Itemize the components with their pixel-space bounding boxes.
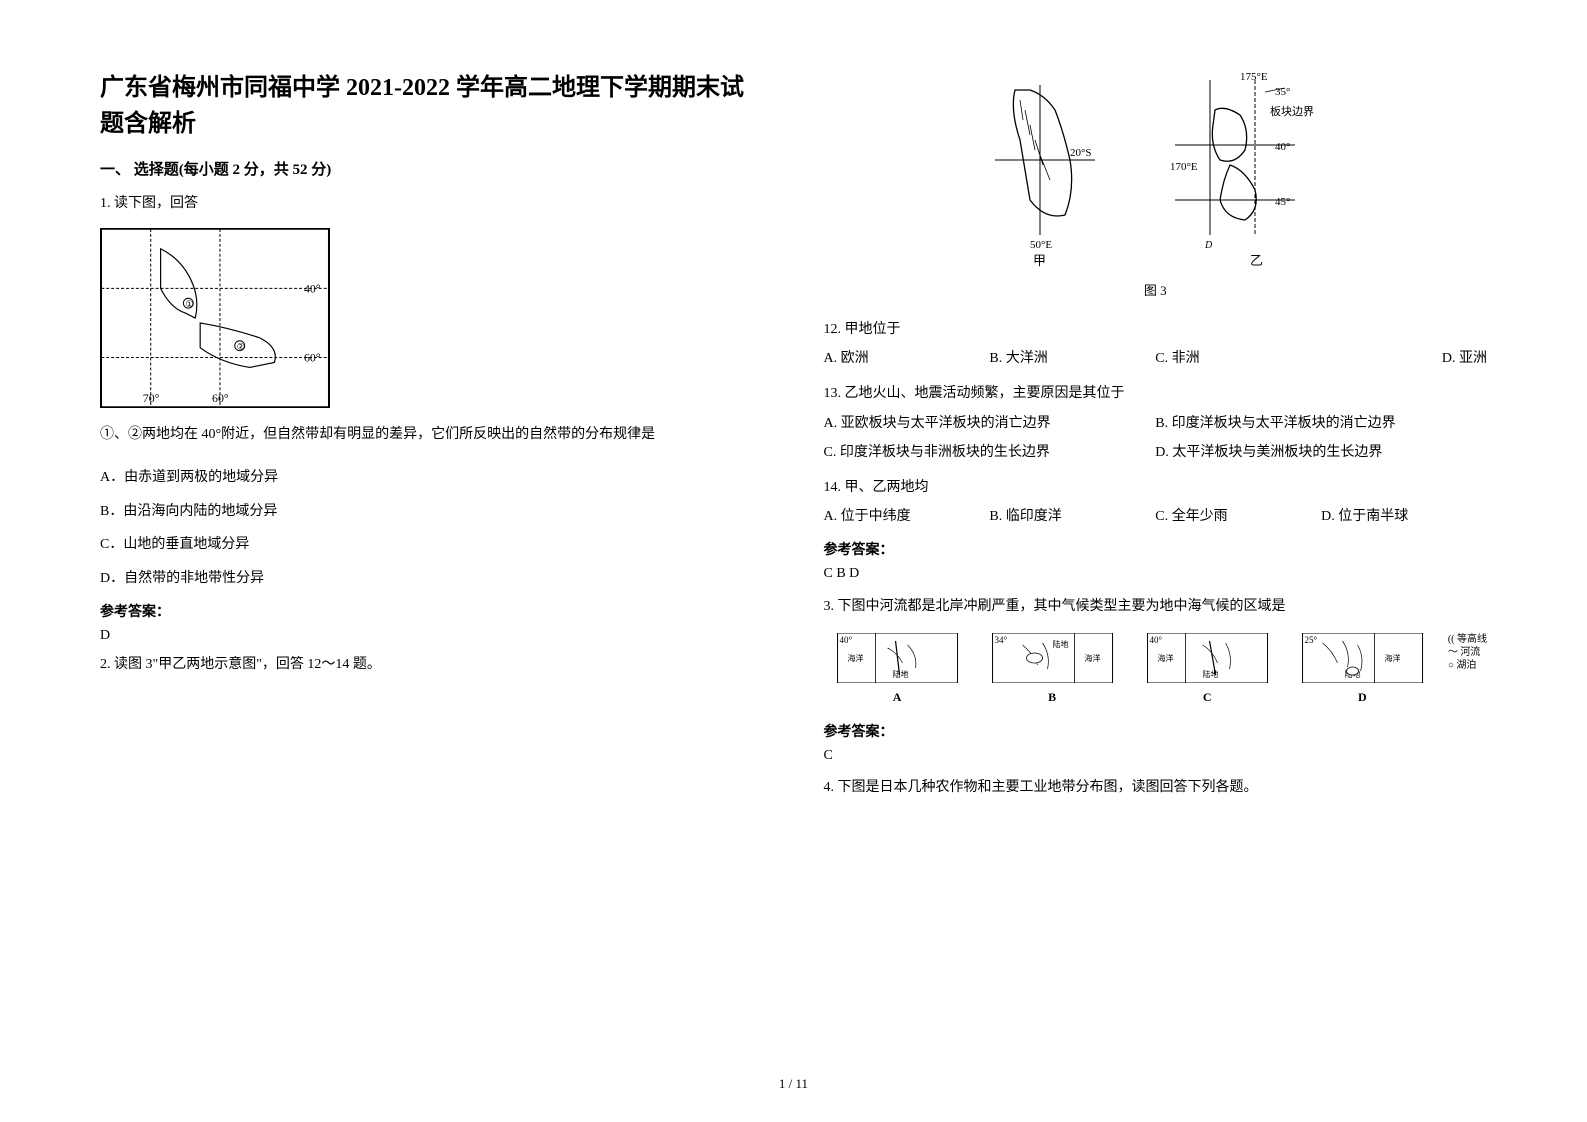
q12-options: A. 欧洲 B. 大洋洲 C. 非洲 D. 亚洲 — [824, 346, 1488, 371]
left-column: 广东省梅州市同福中学 2021-2022 学年高二地理下学期期末试题含解析 一、… — [100, 70, 764, 1042]
q2-answer: C B D — [824, 563, 1488, 585]
q3-fig-c-label: C — [1134, 690, 1281, 705]
section-1-heading: 一、 选择题(每小题 2 分，共 52 分) — [100, 158, 764, 179]
q14-option-c: C. 全年少雨 — [1155, 504, 1321, 529]
q1-option-a: A．由赤道到两极的地域分异 — [100, 461, 764, 495]
svg-text:D: D — [1204, 240, 1213, 251]
svg-text:25°: 25° — [1304, 635, 1317, 645]
svg-text:陆地: 陆地 — [892, 669, 908, 679]
q3-fig-b-label: B — [979, 690, 1126, 705]
svg-text:海洋: 海洋 — [847, 653, 863, 663]
svg-text:34°: 34° — [994, 635, 1007, 645]
q3-stem: 3. 下图中河流都是北岸冲刷严重，其中气候类型主要为地中海气候的区域是 — [824, 594, 1488, 619]
svg-text:40°: 40° — [839, 635, 852, 645]
q12-option-b: B. 大洋洲 — [989, 346, 1155, 371]
q3-fig-b: 34° 陆地 海洋 B — [979, 633, 1126, 705]
q13-option-d: D. 太平洋板块与美洲板块的生长边界 — [1155, 440, 1487, 465]
right-column: 20°S 50°E 甲 175°E 35° 板块边界 40° 170°E 45°… — [824, 70, 1488, 1042]
q2-lat45: 45° — [1275, 196, 1290, 208]
q14-option-b: B. 临印度洋 — [989, 504, 1155, 529]
q13-option-c: C. 印度洋板块与非洲板块的生长边界 — [824, 440, 1156, 465]
q12-option-a: A. 欧洲 — [824, 346, 990, 371]
q1-answer: D — [100, 625, 764, 647]
svg-text:陆地: 陆地 — [1202, 669, 1218, 679]
exam-title: 广东省梅州市同福中学 2021-2022 学年高二地理下学期期末试题含解析 — [100, 70, 764, 142]
svg-text:海洋: 海洋 — [1084, 653, 1100, 663]
q2-lon50e: 50°E — [1030, 239, 1052, 251]
page-number: 1 / 11 — [779, 1076, 808, 1092]
q2-stem: 2. 读图 3"甲乙两地示意图"，回答 12～14 题。 — [100, 652, 764, 677]
q1-figure: ① ② 40° 60° 70° 60° — [100, 228, 764, 408]
q2-figure: 20°S 50°E 甲 175°E 35° 板块边界 40° 170°E 45°… — [975, 70, 1335, 270]
q12-option-c: C. 非洲 — [1155, 346, 1321, 371]
q2-lat40: 40° — [1275, 141, 1290, 153]
q1-map-svg: ① ② 40° 60° 70° 60° — [100, 228, 330, 408]
q3-legend: (( 等高线 ～ 河流 ○ 湖泊 — [1448, 633, 1487, 705]
q1-option-b: B．由沿海向内陆的地域分异 — [100, 495, 764, 529]
q2-answer-label: 参考答案： — [824, 539, 1488, 559]
q1-lat60: 60° — [304, 351, 321, 365]
q14-option-d: D. 位于南半球 — [1321, 504, 1487, 529]
q3-answer-label: 参考答案： — [824, 721, 1488, 741]
q2-lon170e: 170°E — [1170, 161, 1198, 173]
q2-yi-label: 乙 — [1250, 253, 1263, 268]
q13-option-a: A. 亚欧板块与太平洋板块的消亡边界 — [824, 411, 1156, 436]
q3-fig-c: 40° 海洋 陆地 C — [1134, 633, 1281, 705]
svg-text:陆地: 陆地 — [1052, 639, 1068, 649]
q13-option-b: B. 印度洋板块与太平洋板块的消亡边界 — [1155, 411, 1487, 436]
q2-figure-label: 图 3 — [824, 280, 1488, 299]
q3-answer: C — [824, 745, 1488, 767]
q3-fig-a-label: A — [824, 690, 971, 705]
svg-text:海洋: 海洋 — [1384, 653, 1400, 663]
q1-option-c: C．山地的垂直地域分异 — [100, 528, 764, 562]
q2-lat35: 35° — [1275, 86, 1290, 98]
q13-stem: 13. 乙地火山、地震活动频繁，主要原因是其位于 — [824, 381, 1488, 406]
q12-option-d: D. 亚洲 — [1321, 346, 1487, 371]
q2-boundary: 板块边界 — [1270, 104, 1314, 118]
q2-map-svg: 20°S 50°E 甲 175°E 35° 板块边界 40° 170°E 45°… — [975, 70, 1335, 270]
svg-text:40°: 40° — [1149, 635, 1162, 645]
q2-jia-label: 甲 — [1033, 253, 1046, 268]
q3-fig-d-label: D — [1289, 690, 1436, 705]
q12-stem: 12. 甲地位于 — [824, 317, 1488, 342]
legend-lake: 湖泊 — [1456, 660, 1476, 671]
q4-stem: 4. 下图是日本几种农作物和主要工业地带分布图，读图回答下列各题。 — [824, 775, 1488, 800]
q1-lat40: 40° — [304, 281, 321, 295]
q1-lon70: 70° — [143, 391, 160, 405]
q3-figures: 40° 海洋 陆地 A 34° 陆地 海洋 — [824, 633, 1488, 705]
q13-options: A. 亚欧板块与太平洋板块的消亡边界 B. 印度洋板块与太平洋板块的消亡边界 C… — [824, 411, 1488, 469]
q2-lon175e: 175°E — [1240, 71, 1268, 83]
svg-text:①: ① — [185, 299, 193, 309]
q3-fig-d: 25° 陆地 海洋 D — [1289, 633, 1436, 705]
q3-fig-a: 40° 海洋 陆地 A — [824, 633, 971, 705]
svg-text:海洋: 海洋 — [1157, 653, 1173, 663]
q14-option-a: A. 位于中纬度 — [824, 504, 990, 529]
q1-body: ①、②两地均在 40°附近，但自然带却有明显的差异，它们所反映出的自然带的分布规… — [100, 420, 764, 451]
q14-stem: 14. 甲、乙两地均 — [824, 475, 1488, 500]
q1-option-d: D．自然带的非地带性分异 — [100, 562, 764, 596]
legend-contour: 等高线 — [1457, 634, 1487, 645]
legend-river: 河流 — [1460, 647, 1480, 658]
q14-options: A. 位于中纬度 B. 临印度洋 C. 全年少雨 D. 位于南半球 — [824, 504, 1488, 529]
q2-lat20s: 20°S — [1070, 147, 1092, 159]
q1-lon60: 60° — [212, 391, 229, 405]
svg-text:②: ② — [237, 342, 245, 352]
q1-stem: 1. 读下图，回答 — [100, 191, 764, 216]
q1-answer-label: 参考答案： — [100, 601, 764, 621]
